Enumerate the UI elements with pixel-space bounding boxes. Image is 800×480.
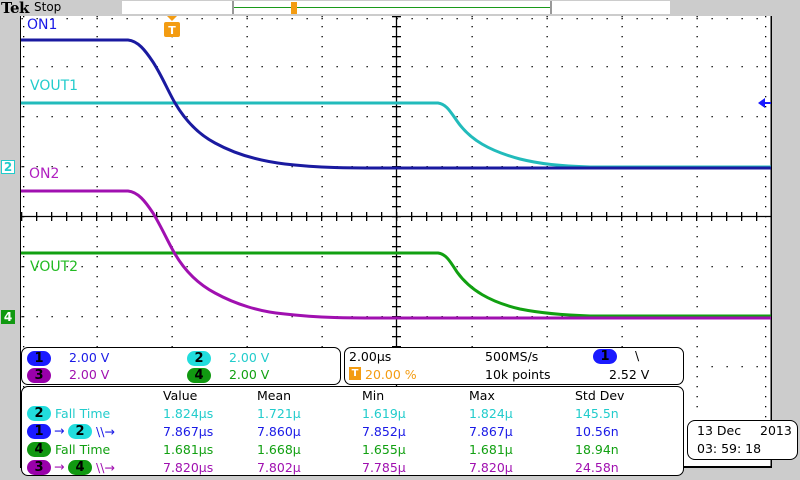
measurement-label: Fall Time [55,442,111,457]
arrow-icon: → [54,423,65,438]
header-stddev: Std Dev [575,388,625,403]
measurement-mean: 7.802µ [257,460,301,475]
ch4-label: VOUT2 [30,259,79,275]
trigger-position[interactable]: 20.00 % [365,367,417,382]
ch3-scale[interactable]: 2.00 V [68,367,110,382]
measurement-max: 1.824µ [469,406,513,421]
top-status-bar: Tek Stop [0,0,800,17]
horizontal-trigger-panel: 2.00µs 500MS/s 1 \ T 20.00 % 10k points … [344,347,684,385]
arrow-icon: → [54,459,65,474]
measurement-min: 1.619µ [362,406,406,421]
measurement-min: 7.852µ [362,424,406,439]
measurement-label: \\→ [96,424,115,439]
measurement-value: 7.820µs [163,460,214,475]
trigger-level[interactable]: 2.52 V [609,367,650,382]
header-min: Min [362,388,385,403]
trigger-position-icon: T [164,16,180,37]
datetime-panel[interactable]: 13 Dec 2013 03: 59: 18 [687,420,798,460]
svg-text:T: T [168,24,176,37]
measurement-mean: 1.668µ [257,442,301,457]
measurement-mean: 7.860µ [257,424,301,439]
measurement-row[interactable]: 2 Fall Time 1.824µs 1.721µ 1.619µ 1.824µ… [22,406,683,424]
ch3-badge[interactable]: 3 [27,368,51,383]
measurement-label: Fall Time [55,406,111,421]
trigger-slope-icon[interactable]: \ [635,348,640,363]
record-length: 10k points [485,367,551,382]
waveform-ch3 [21,189,771,320]
brand-logo: Tek [1,0,29,17]
measurement-row[interactable]: 1 → 2 \\→ 7.867µs 7.860µ 7.852µ 7.867µ 1… [22,423,683,442]
dest-badge: 4 [68,460,92,475]
measurement-max: 7.820µ [469,460,513,475]
ch3-label: ON2 [29,166,60,182]
measurement-stddev: 24.58n [575,460,619,475]
ch1-scale[interactable]: 2.00 V [68,350,110,365]
measurement-stddev: 10.56n [575,424,619,439]
trigger-position-badge-icon: T [349,367,361,380]
measurement-mean: 1.721µ [257,406,301,421]
waveform-ch2 [21,101,771,169]
measurement-row[interactable]: 3 → 4 \\→ 7.820µs 7.802µ 7.785µ 7.820µ 2… [22,459,683,478]
measurement-value: 1.681µs [163,442,214,457]
channel-scale-panel: 1 2.00 V 2 2.00 V 3 2.00 V 4 2.00 V [21,347,341,385]
measurement-max: 1.681µ [469,442,513,457]
header-value: Value [163,388,198,403]
record-trigger-icon [291,2,297,14]
record-view-window[interactable] [232,1,552,14]
ch1-label: ON1 [27,17,58,33]
measurement-value: 1.824µs [163,406,214,421]
ch2-badge[interactable]: 2 [187,351,211,366]
waveform-ch1 [21,38,771,170]
dest-badge: 2 [68,424,92,439]
header-mean: Mean [257,388,292,403]
measurement-min: 1.655µ [362,442,406,457]
measurement-stddev: 18.94n [575,442,619,457]
ch1-badge[interactable]: 1 [27,351,51,366]
ch2-label: VOUT1 [30,78,79,94]
ch2-scale[interactable]: 2.00 V [228,350,270,365]
measurement-stddev: 145.5n [575,406,619,421]
ch2-ground-marker[interactable]: 2 [1,160,15,174]
ch4-scale[interactable]: 2.00 V [228,367,270,382]
acquisition-state[interactable]: Stop [34,0,62,14]
trigger-source-badge[interactable]: 1 [593,349,617,364]
date: 13 Dec [697,423,742,438]
measurements-panel: Value Mean Min Max Std Dev 2 Fall Time 1… [21,386,684,476]
ch4-ground-marker[interactable]: 4 [1,310,15,324]
header-max: Max [469,388,495,403]
time-per-div[interactable]: 2.00µs [349,349,392,364]
measurement-min: 7.785µ [362,460,406,475]
measurement-row[interactable]: 4 Fall Time 1.681µs 1.668µ 1.655µ 1.681µ… [22,442,683,460]
graticule: T [20,16,772,468]
source-badge: 4 [27,442,51,457]
source-badge: 2 [27,406,51,421]
ch4-badge[interactable]: 4 [187,368,211,383]
time: 03: 59: 18 [697,441,762,456]
measurement-max: 7.867µ [469,424,513,439]
source-badge: 3 [27,460,51,475]
source-badge: 1 [27,424,51,439]
waveform-ch4 [21,251,771,318]
trigger-level-icon [758,98,771,108]
year: 2013 [760,423,792,438]
sample-rate: 500MS/s [485,349,539,364]
measurement-value: 7.867µs [163,424,214,439]
measurement-label: \\→ [96,460,115,475]
